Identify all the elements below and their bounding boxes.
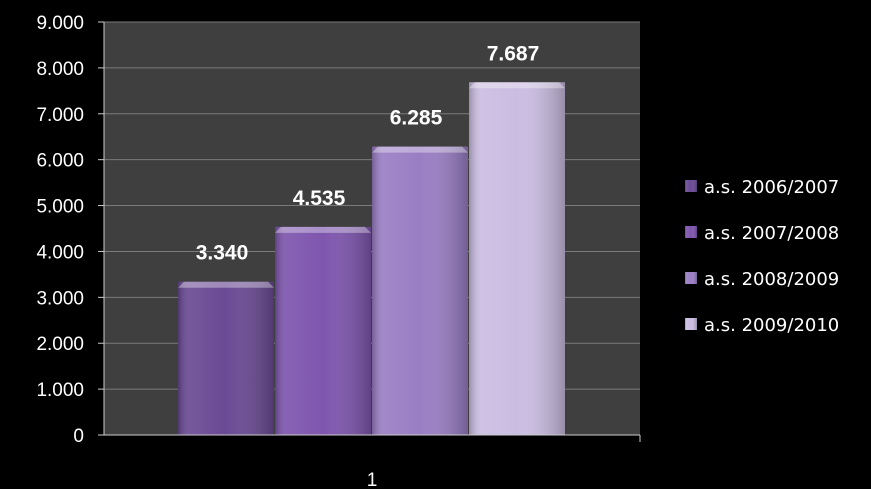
legend-item: a.s. 2006/2007 — [685, 177, 839, 198]
bars — [178, 82, 565, 436]
bar-1 — [178, 281, 274, 435]
x-tick-label: 1 — [367, 470, 378, 489]
y-tick-label: 0 — [73, 426, 84, 447]
legend-label: a.s. 2007/2008 — [704, 223, 839, 244]
legend-item: a.s. 2008/2009 — [685, 269, 839, 290]
bar-bevel — [372, 146, 468, 153]
legend-item: a.s. 2009/2010 — [685, 315, 839, 336]
axes: 0 1.000 2.000 3.000 4.000 5.000 6.000 7.000 8.00… — [36, 13, 641, 489]
data-label: 7.687 — [487, 42, 540, 65]
bar-bevel — [469, 82, 565, 89]
bar-shading — [178, 281, 274, 435]
y-tick-label: 7.000 — [36, 105, 84, 126]
bar-shading — [372, 146, 468, 436]
legend-label: a.s. 2008/2009 — [704, 269, 839, 290]
bar-3 — [372, 146, 468, 436]
data-label: 4.535 — [293, 187, 346, 210]
y-tick-label: 9.000 — [36, 13, 84, 34]
legend-label: a.s. 2009/2010 — [704, 315, 839, 336]
legend: a.s. 2006/2007 a.s. 2007/2008 a.s. 2008/20… — [685, 177, 839, 336]
y-tick-label: 8.000 — [36, 59, 84, 80]
bar-2 — [275, 226, 371, 435]
legend-swatch-shading — [685, 226, 697, 238]
y-tick-label: 4.000 — [36, 242, 84, 263]
data-label: 6.285 — [390, 107, 443, 130]
bar-shading — [275, 226, 371, 435]
bar-shading — [469, 82, 565, 436]
data-label: 3.340 — [196, 242, 249, 265]
legend-label: a.s. 2006/2007 — [704, 177, 839, 198]
y-tick-label: 2.000 — [36, 334, 84, 355]
y-tick-label: 3.000 — [36, 288, 84, 309]
y-tick-label: 1.000 — [36, 380, 84, 401]
legend-swatch-shading — [685, 272, 697, 284]
y-tick-label: 6.000 — [36, 151, 84, 172]
bar-4 — [469, 82, 565, 436]
y-tick-label: 5.000 — [36, 197, 84, 218]
bar-bevel — [178, 281, 274, 288]
bar-bevel — [275, 226, 371, 233]
legend-swatch-shading — [685, 180, 697, 192]
data-labels: 3.340 4.535 6.285 7.687 — [196, 42, 540, 264]
legend-swatch-shading — [685, 318, 697, 330]
legend-item: a.s. 2007/2008 — [685, 223, 839, 244]
